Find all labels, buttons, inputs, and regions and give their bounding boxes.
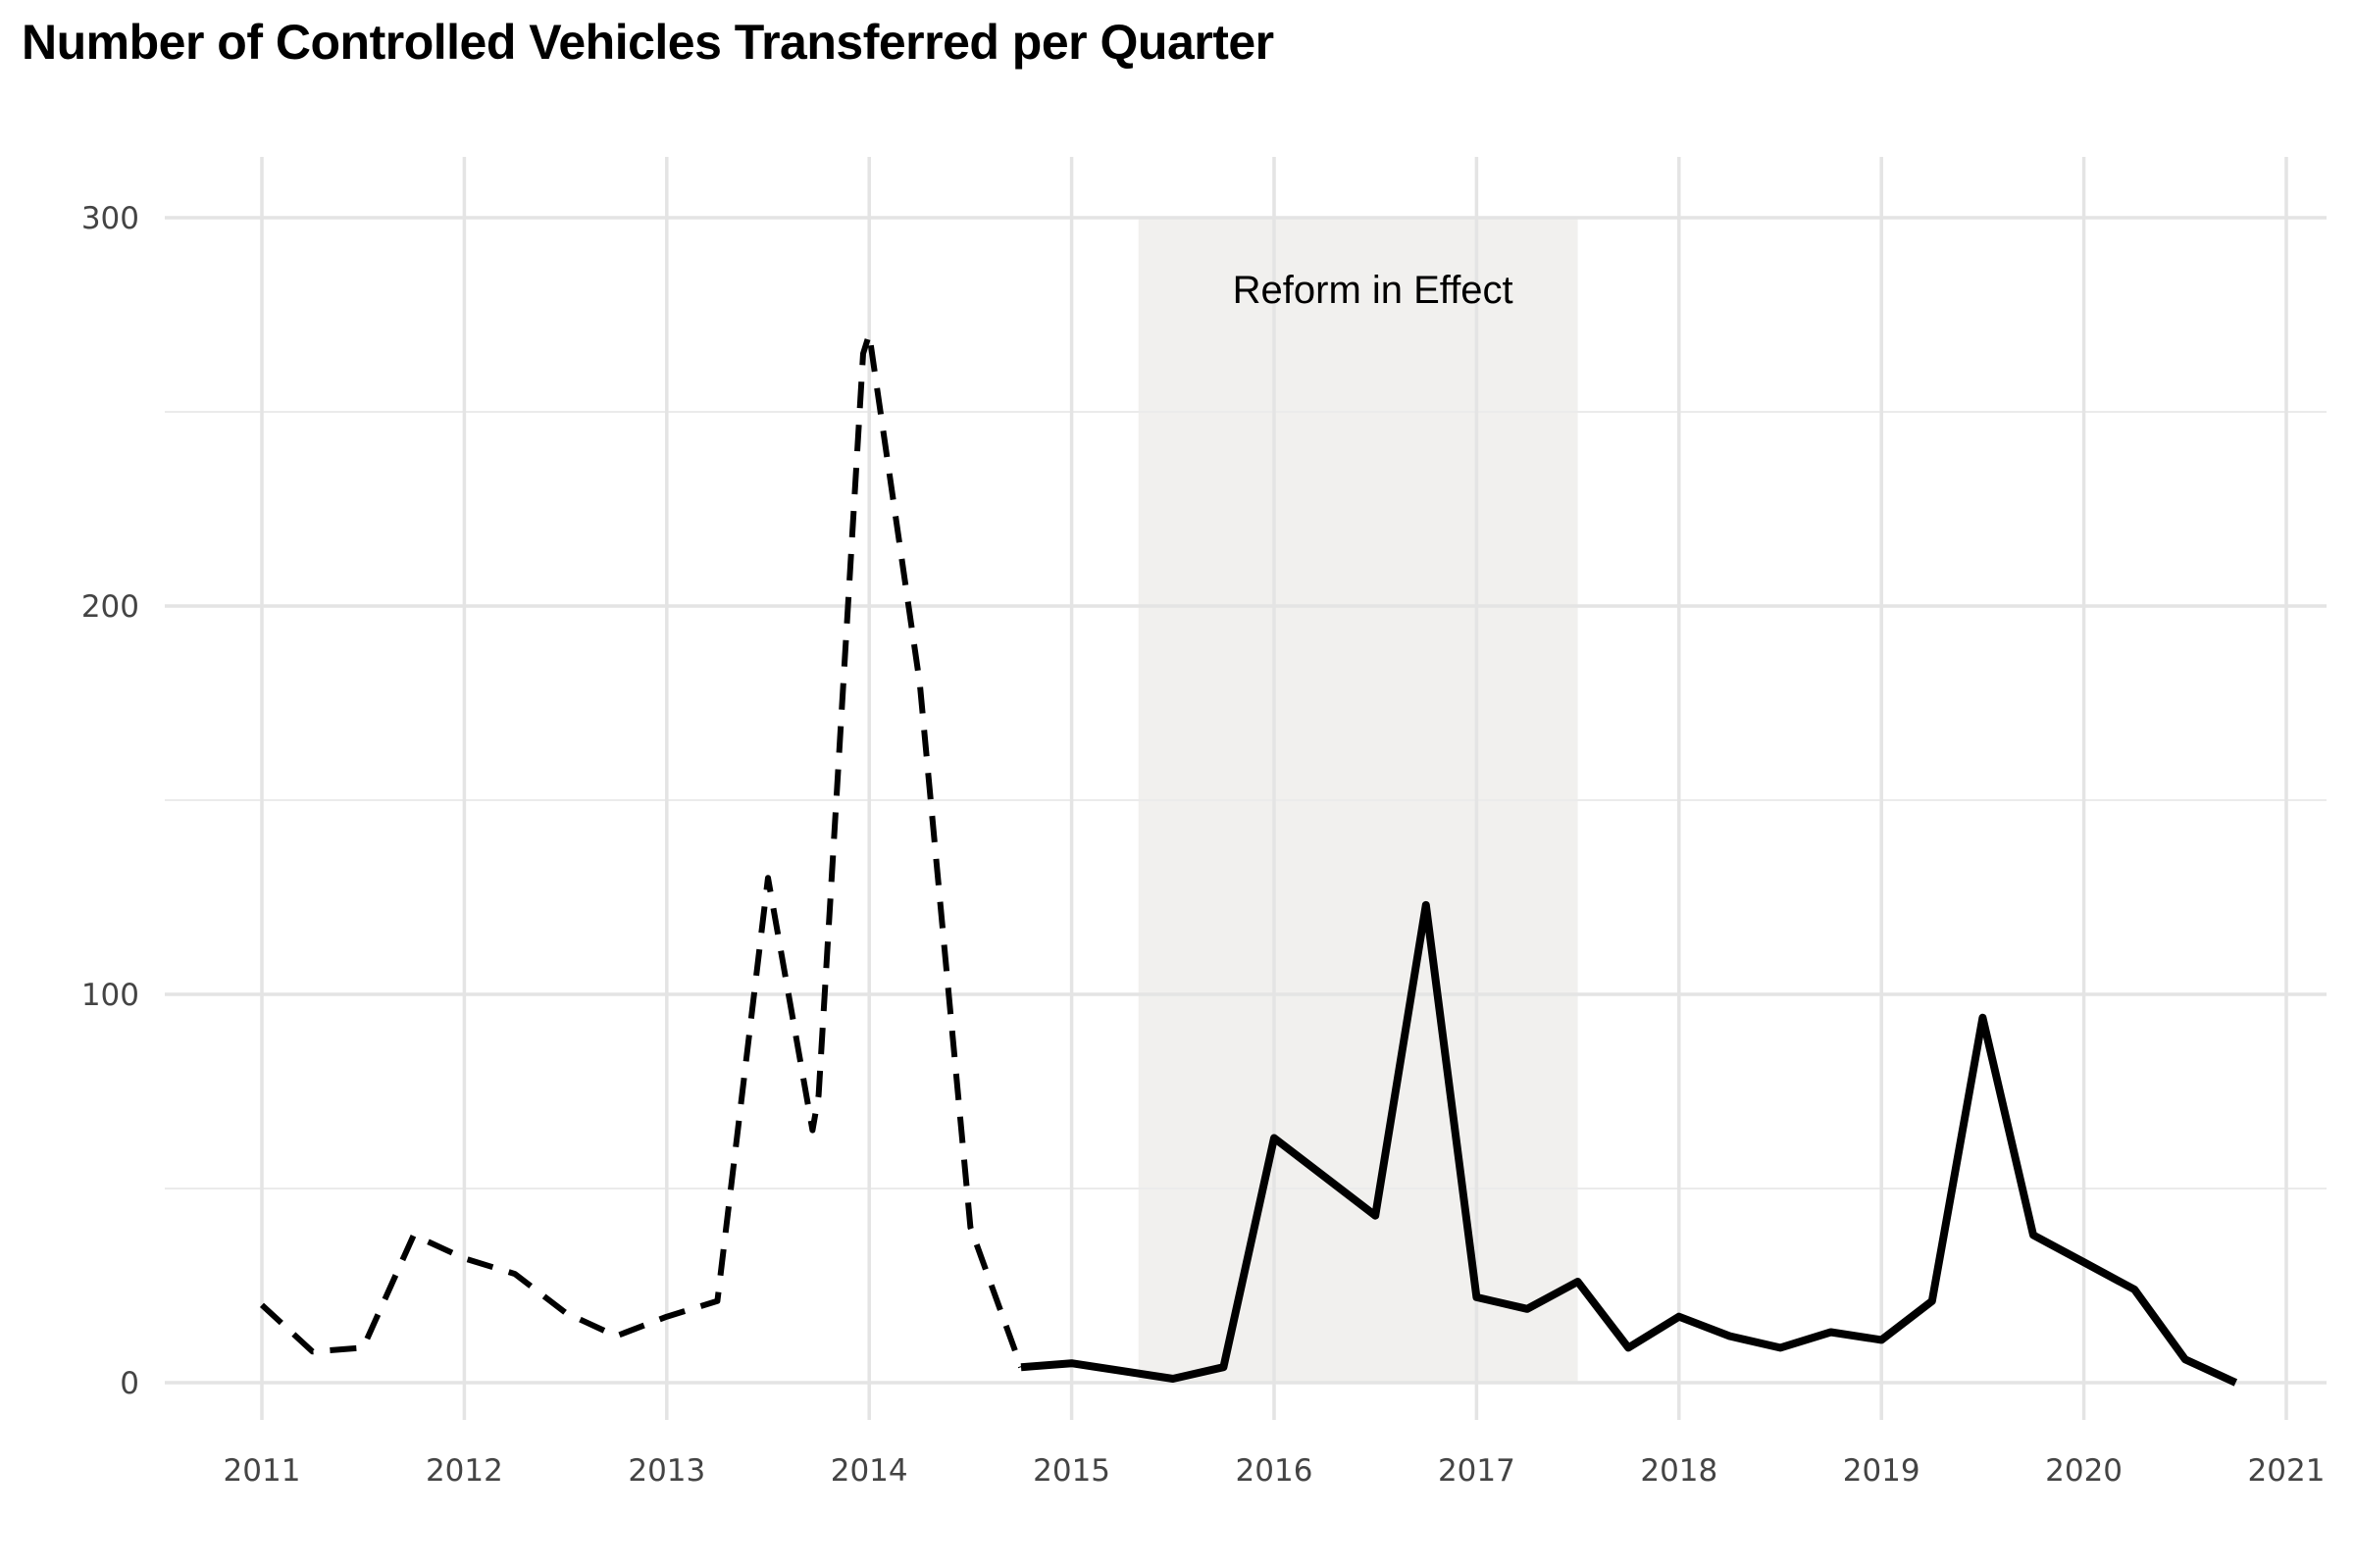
x-tick-label: 2014 <box>831 1453 908 1489</box>
x-tick-label: 2019 <box>1843 1453 1920 1489</box>
y-tick-label: 300 <box>81 201 139 236</box>
x-tick-label: 2013 <box>628 1453 705 1489</box>
y-tick-label: 0 <box>120 1366 139 1401</box>
solid-series-line <box>1020 900 2238 1387</box>
x-tick-label: 2015 <box>1033 1453 1110 1489</box>
reform-annotation-label: Reform in Effect <box>1233 269 1513 312</box>
x-axis-ticks: 2011 2012 2013 2014 2015 2016 2017 2018 2019 2020… <box>224 1453 2326 1489</box>
x-tick-label: 2018 <box>1640 1453 1717 1489</box>
x-tick-label: 2016 <box>1236 1453 1313 1489</box>
dashed-series-line <box>259 330 1024 1369</box>
x-tick-label: 2012 <box>426 1453 503 1489</box>
chart-title: Number of Controlled Vehicles Transferre… <box>22 15 1274 70</box>
annotation-layer: Reform in Effect <box>1233 269 1513 312</box>
x-tick-label: 2011 <box>224 1453 301 1489</box>
x-tick-label: 2017 <box>1438 1453 1515 1489</box>
x-tick-label: 2021 <box>2248 1453 2326 1489</box>
series-layer <box>259 330 2238 1387</box>
y-axis-ticks: 0 100 200 300 <box>81 201 139 1401</box>
gridlines <box>165 157 2327 1420</box>
x-tick-label: 2020 <box>2045 1453 2123 1489</box>
y-tick-label: 200 <box>81 589 139 625</box>
y-tick-label: 100 <box>81 978 139 1013</box>
